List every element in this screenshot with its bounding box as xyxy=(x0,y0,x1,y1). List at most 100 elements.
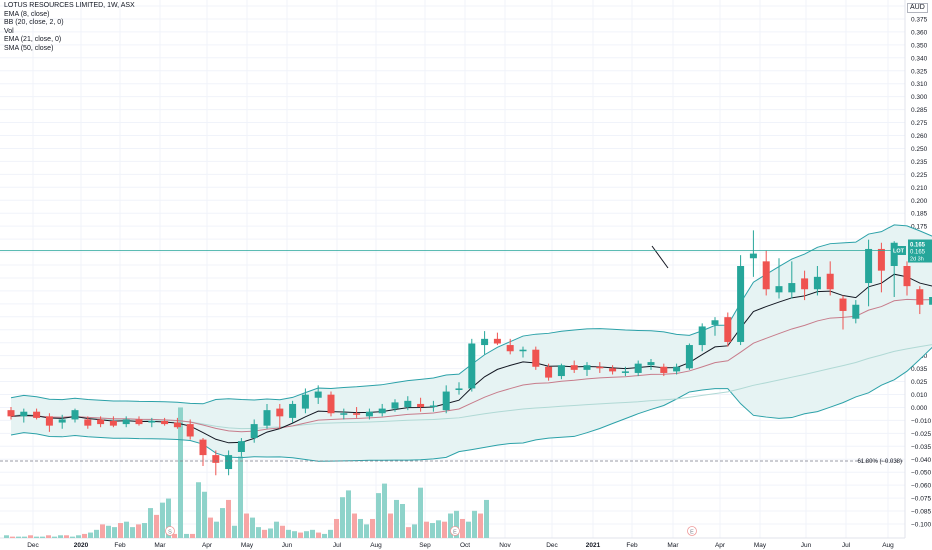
candle-body xyxy=(762,261,770,290)
y-tick-label: −0.085 xyxy=(911,509,931,516)
candle xyxy=(826,261,834,296)
candle xyxy=(263,403,271,429)
candle xyxy=(148,417,156,428)
price-tag xyxy=(908,239,932,263)
candle-body xyxy=(71,410,79,420)
candle-body xyxy=(468,343,476,389)
candle xyxy=(493,332,501,346)
volume-bar xyxy=(442,521,447,538)
bb-lower-line xyxy=(10,346,932,462)
candle-body xyxy=(455,388,463,390)
y-tick-label: 0.250 xyxy=(911,146,928,153)
candle-body xyxy=(557,365,565,377)
y-tick-label: 0.285 xyxy=(911,107,928,114)
candle xyxy=(442,385,450,414)
candle-body xyxy=(161,421,169,425)
candle xyxy=(7,407,15,420)
volume-bar xyxy=(466,521,471,538)
volume-bar xyxy=(316,532,321,538)
volume-bar xyxy=(436,520,441,538)
volume-bar xyxy=(4,535,9,538)
x-tick-label: Oct xyxy=(460,542,470,549)
x-tick-label: 2021 xyxy=(586,542,601,549)
candle xyxy=(378,403,386,417)
candle-body xyxy=(647,362,655,366)
candle-body xyxy=(698,326,706,346)
symbol-tag xyxy=(891,246,906,255)
y-tick-label: 0.175 xyxy=(911,224,928,231)
volume-bar xyxy=(142,523,147,538)
candle xyxy=(916,286,924,315)
candle xyxy=(929,297,932,305)
x-tick-label: Feb xyxy=(114,542,126,549)
candle-body xyxy=(916,289,924,305)
candle-body xyxy=(865,248,873,284)
candle-body xyxy=(877,248,885,271)
y-tick-label: −0.050 xyxy=(911,470,931,477)
countdown-text: 2d 3h xyxy=(910,257,924,263)
candle xyxy=(109,416,117,428)
candle xyxy=(596,362,604,373)
candle xyxy=(97,416,105,428)
candle-body xyxy=(58,419,66,423)
volume-bar xyxy=(112,527,117,538)
x-tick-label: Nov xyxy=(499,542,511,549)
volume-bar xyxy=(82,533,87,538)
volume-bar xyxy=(226,499,231,538)
x-tick-label: Apr xyxy=(202,542,213,549)
y-tick-label: −0.040 xyxy=(911,457,931,464)
candle-body xyxy=(404,400,412,408)
y-tick-label: 0.300 xyxy=(911,94,928,101)
candle xyxy=(621,366,629,377)
candle xyxy=(570,360,578,373)
volume-bar xyxy=(418,487,423,538)
candle-body xyxy=(186,424,194,437)
candle xyxy=(71,408,79,423)
candle-body xyxy=(813,276,821,290)
candle-body xyxy=(225,455,233,470)
x-tick-label: Feb xyxy=(626,542,638,549)
candle xyxy=(212,450,220,476)
volume-bar xyxy=(448,513,453,538)
candle xyxy=(737,255,745,346)
candle xyxy=(647,359,655,370)
candle-body xyxy=(33,411,41,418)
bb-fill xyxy=(11,224,932,462)
x-tick-label: 2020 xyxy=(74,542,89,549)
volume-bar xyxy=(286,529,291,538)
candle xyxy=(545,363,553,381)
volume-bar xyxy=(196,482,201,538)
candle xyxy=(45,413,53,432)
candle xyxy=(583,362,591,377)
event-marker-label: E xyxy=(453,529,457,535)
candle-body xyxy=(788,283,796,293)
candle-body xyxy=(97,419,105,425)
candle-body xyxy=(122,419,130,425)
candle xyxy=(519,346,527,358)
volume-bar xyxy=(118,523,123,538)
volume-bar xyxy=(28,535,33,538)
candle-body xyxy=(519,349,527,352)
currency-badge[interactable]: AUD xyxy=(907,3,928,13)
candle-body xyxy=(417,403,425,408)
candle xyxy=(289,400,297,423)
candle-body xyxy=(391,402,399,409)
candle-body xyxy=(212,455,220,463)
x-tick-label: May xyxy=(241,542,254,549)
volume-bar xyxy=(178,407,183,538)
candle-body xyxy=(135,419,143,425)
y-tick-label: 0.360 xyxy=(911,29,928,36)
volume-bar xyxy=(238,456,243,538)
candle xyxy=(903,261,911,296)
candle xyxy=(455,382,463,395)
volume-bar xyxy=(148,508,153,538)
candle-body xyxy=(353,413,361,415)
y-tick-label: 0.225 xyxy=(911,172,928,179)
candle-body xyxy=(826,273,834,290)
candle xyxy=(749,230,757,277)
volume-bar xyxy=(484,499,489,538)
candle xyxy=(788,261,796,299)
candle xyxy=(301,388,309,414)
volume-bar xyxy=(274,521,279,538)
